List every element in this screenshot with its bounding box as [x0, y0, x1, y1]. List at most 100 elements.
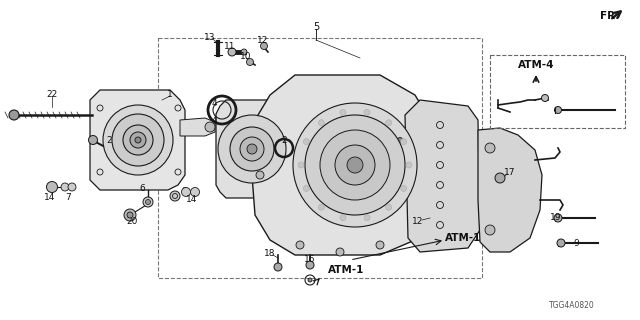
Text: ATM-1: ATM-1: [445, 233, 481, 243]
Text: 23: 23: [381, 150, 392, 159]
Text: 10: 10: [240, 52, 252, 60]
Circle shape: [256, 151, 264, 159]
Text: 7: 7: [65, 194, 71, 203]
Circle shape: [305, 115, 405, 215]
Circle shape: [88, 135, 97, 145]
Text: 4: 4: [211, 99, 217, 108]
Circle shape: [554, 214, 562, 222]
Circle shape: [485, 225, 495, 235]
Circle shape: [47, 181, 58, 193]
Circle shape: [557, 239, 565, 247]
Text: ATM-1: ATM-1: [328, 265, 364, 275]
Circle shape: [182, 188, 191, 196]
Circle shape: [247, 144, 257, 154]
Circle shape: [145, 199, 150, 204]
Text: ATM-4: ATM-4: [518, 60, 554, 70]
Circle shape: [364, 215, 370, 221]
Circle shape: [143, 197, 153, 207]
Text: 11: 11: [224, 42, 236, 51]
Polygon shape: [405, 100, 480, 252]
Circle shape: [123, 125, 153, 155]
Circle shape: [191, 188, 200, 196]
Circle shape: [376, 241, 384, 249]
Circle shape: [306, 261, 314, 269]
Circle shape: [318, 120, 324, 126]
Circle shape: [340, 215, 346, 221]
Text: 18: 18: [264, 249, 276, 258]
Circle shape: [260, 43, 268, 50]
Text: 20: 20: [126, 218, 138, 227]
Circle shape: [205, 122, 215, 132]
Circle shape: [112, 114, 164, 166]
Text: 3: 3: [243, 154, 249, 163]
Text: 5: 5: [313, 22, 319, 32]
Circle shape: [298, 162, 304, 168]
Circle shape: [240, 137, 264, 161]
Circle shape: [303, 139, 309, 145]
Circle shape: [130, 132, 146, 148]
Circle shape: [318, 204, 324, 210]
Text: 14: 14: [44, 194, 56, 203]
Text: 17: 17: [504, 167, 516, 177]
Circle shape: [335, 145, 375, 185]
Text: 6: 6: [139, 183, 145, 193]
Text: 2: 2: [281, 135, 287, 145]
Circle shape: [485, 143, 495, 153]
Text: 21: 21: [106, 135, 118, 145]
Text: 12: 12: [257, 36, 269, 44]
Circle shape: [406, 162, 412, 168]
Polygon shape: [180, 118, 215, 136]
Circle shape: [303, 185, 309, 191]
Text: 19: 19: [550, 213, 562, 222]
Circle shape: [347, 157, 363, 173]
Text: FR.: FR.: [600, 11, 620, 21]
Circle shape: [397, 153, 403, 157]
Circle shape: [308, 278, 312, 282]
Circle shape: [296, 241, 304, 249]
Text: 13: 13: [204, 33, 216, 42]
Circle shape: [61, 183, 69, 191]
Circle shape: [340, 109, 346, 115]
Text: 15: 15: [352, 199, 364, 209]
Text: 4: 4: [211, 116, 217, 124]
Circle shape: [9, 110, 19, 120]
Circle shape: [246, 59, 253, 66]
Text: 9: 9: [573, 238, 579, 247]
Circle shape: [230, 127, 274, 171]
Text: 22: 22: [46, 90, 58, 99]
Polygon shape: [90, 90, 185, 190]
Circle shape: [401, 185, 406, 191]
Text: 12: 12: [412, 218, 424, 227]
Circle shape: [135, 137, 141, 143]
Circle shape: [495, 173, 505, 183]
Circle shape: [241, 49, 247, 55]
Circle shape: [386, 120, 392, 126]
Circle shape: [364, 109, 370, 115]
Circle shape: [274, 263, 282, 271]
Text: 16: 16: [304, 255, 316, 265]
Circle shape: [170, 191, 180, 201]
Circle shape: [127, 212, 133, 218]
Circle shape: [401, 139, 406, 145]
Polygon shape: [252, 75, 435, 255]
Text: 8: 8: [181, 188, 187, 196]
Text: 1: 1: [167, 90, 173, 99]
Circle shape: [218, 115, 286, 183]
Circle shape: [228, 48, 236, 56]
Circle shape: [541, 94, 548, 101]
Circle shape: [293, 103, 417, 227]
Circle shape: [68, 183, 76, 191]
Text: 23: 23: [381, 135, 392, 145]
Circle shape: [554, 107, 561, 114]
Circle shape: [256, 171, 264, 179]
Circle shape: [336, 248, 344, 256]
Polygon shape: [216, 100, 288, 198]
Circle shape: [124, 209, 136, 221]
Circle shape: [397, 138, 403, 142]
Text: TGG4A0820: TGG4A0820: [549, 301, 595, 310]
Text: 14: 14: [186, 196, 198, 204]
Circle shape: [320, 130, 390, 200]
Circle shape: [386, 204, 392, 210]
Polygon shape: [478, 128, 542, 252]
Circle shape: [103, 105, 173, 175]
